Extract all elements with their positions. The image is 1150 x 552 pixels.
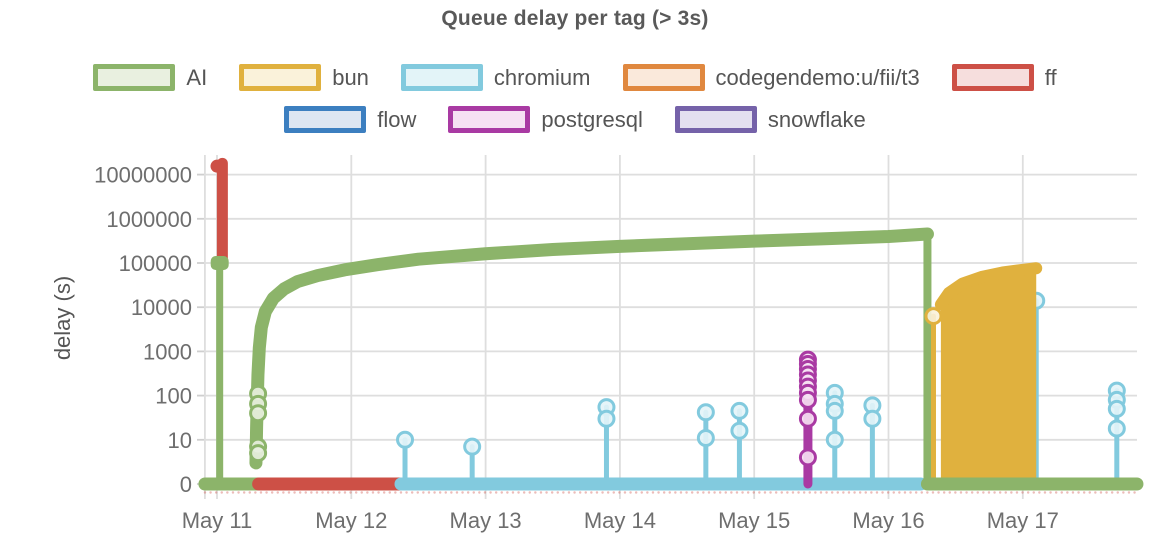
legend-swatch-flow: [284, 106, 367, 133]
mark-postgresql-lollipop-marker: [798, 448, 817, 467]
legend-row: AI bun chromium codegendemo:u/fii/t3 ff: [0, 64, 1150, 91]
legend-item-flow[interactable]: flow: [284, 106, 416, 133]
x-tick-label: May 13: [450, 508, 522, 533]
mark-AI-capmarker: [210, 256, 229, 270]
legend-item-snowflake[interactable]: snowflake: [674, 106, 866, 133]
legend-item-postgresql[interactable]: postgresql: [448, 106, 643, 133]
mark-chromium-lollipop-marker: [1107, 419, 1126, 438]
y-tick-label: 0: [180, 472, 192, 497]
mark-AI-circles-marker: [249, 404, 268, 423]
legend-label: ff: [1044, 64, 1057, 90]
mark-chromium-lollipop-marker: [696, 428, 715, 447]
y-tick-label: 10: [168, 428, 192, 453]
x-tick-label: May 15: [718, 508, 790, 533]
legend-item-codegendemo:u/fii/t3[interactable]: codegendemo:u/fii/t3: [622, 64, 920, 91]
legend-label: codegendemo:u/fii/t3: [715, 64, 920, 90]
legend: AI bun chromium codegendemo:u/fii/t3 ff flow p…: [0, 64, 1150, 148]
legend-label: flow: [377, 106, 417, 132]
mark-postgresql-lollipop-marker: [798, 409, 817, 428]
mark-chromium-lollipop-marker: [1107, 399, 1126, 418]
mark-chromium-lollipop-marker: [825, 430, 844, 449]
mark-bun-area-edge: [934, 262, 1043, 311]
legend-swatch-postgresql: [448, 106, 531, 133]
legend-label: AI: [186, 64, 208, 90]
mark-ff-dot: [210, 159, 224, 173]
mark-chromium-lollipop-marker: [863, 409, 882, 428]
chart-title: Queue delay per tag (> 3s): [441, 7, 709, 30]
mark-chromium-lollipop-marker: [825, 401, 844, 420]
legend-row: flow postgresql snowflake: [0, 106, 1150, 133]
mark-postgresql-lollipop-marker: [798, 390, 817, 409]
x-tick-label: May 14: [584, 508, 656, 533]
legend-swatch-chromium: [400, 64, 483, 91]
mark-chromium-lollipop-marker: [696, 403, 715, 422]
y-tick-label: 100000: [119, 251, 192, 276]
mark-chromium-lollipop-marker: [597, 409, 616, 428]
mark-AI-circles-marker: [249, 444, 268, 463]
legend-item-bun[interactable]: bun: [239, 64, 369, 91]
x-tick-label: May 12: [315, 508, 387, 533]
y-tick-label: 10000: [131, 295, 192, 320]
legend-item-chromium[interactable]: chromium: [400, 64, 591, 91]
legend-item-AI[interactable]: AI: [93, 64, 207, 91]
legend-label: bun: [332, 64, 369, 90]
legend-swatch-bun: [239, 64, 322, 91]
x-tick-label: May 11: [182, 508, 253, 533]
legend-swatch-ff: [951, 64, 1034, 91]
mark-AI-curve: [249, 227, 934, 470]
x-tick-label: May 17: [987, 508, 1059, 533]
legend-label: snowflake: [767, 106, 866, 132]
mark-bun-area-fill: [940, 268, 1037, 481]
mark-chromium-lollipop-marker: [463, 437, 482, 456]
x-tick-label: May 16: [852, 508, 924, 533]
y-tick-label: 1000: [143, 339, 192, 364]
y-tick-label: 100: [155, 384, 192, 409]
mark-bun-lollipop-marker: [924, 307, 943, 326]
legend-swatch-snowflake: [674, 106, 757, 133]
y-tick-label: 10000000: [94, 163, 192, 188]
legend-label: postgresql: [541, 106, 643, 132]
y-tick-label: 1000000: [106, 207, 192, 232]
legend-item-ff[interactable]: ff: [951, 64, 1057, 91]
mark-chromium-lollipop-marker: [396, 430, 415, 449]
legend-swatch-AI: [93, 64, 176, 91]
legend-label: chromium: [493, 64, 591, 90]
legend-swatch-codegendemo:u/fii/t3: [622, 64, 705, 91]
mark-chromium-lollipop-marker: [730, 401, 749, 420]
mark-chromium-lollipop-marker: [730, 421, 749, 440]
